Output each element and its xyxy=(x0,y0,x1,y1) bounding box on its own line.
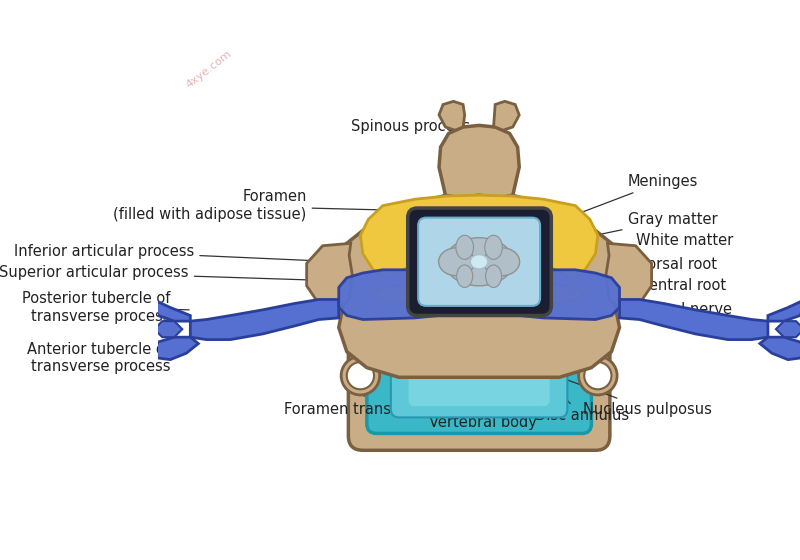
Ellipse shape xyxy=(445,237,514,286)
Circle shape xyxy=(341,356,380,395)
Ellipse shape xyxy=(438,248,474,276)
Text: Anterior tubercle of
transverse process: Anterior tubercle of transverse process xyxy=(27,342,189,374)
Polygon shape xyxy=(619,300,768,339)
Polygon shape xyxy=(154,302,190,321)
Ellipse shape xyxy=(457,265,473,287)
Polygon shape xyxy=(152,337,198,360)
Polygon shape xyxy=(494,101,519,130)
Text: Posterior tubercle of
transverse process: Posterior tubercle of transverse process xyxy=(22,291,189,324)
Ellipse shape xyxy=(456,235,474,259)
Text: Ventral root: Ventral root xyxy=(578,278,726,293)
FancyBboxPatch shape xyxy=(408,208,551,315)
Ellipse shape xyxy=(486,265,502,287)
FancyBboxPatch shape xyxy=(391,342,567,417)
Polygon shape xyxy=(338,270,619,320)
Polygon shape xyxy=(334,191,623,377)
Text: Foramen
(filled with adipose tissue): Foramen (filled with adipose tissue) xyxy=(114,189,432,222)
Text: White matter: White matter xyxy=(532,234,733,263)
Polygon shape xyxy=(154,321,182,337)
Ellipse shape xyxy=(470,255,488,269)
Polygon shape xyxy=(190,300,338,339)
Polygon shape xyxy=(360,195,598,279)
Polygon shape xyxy=(306,243,352,310)
Polygon shape xyxy=(760,337,800,360)
Polygon shape xyxy=(439,125,519,198)
Ellipse shape xyxy=(483,248,520,276)
Text: Spinous process: Spinous process xyxy=(351,119,480,138)
FancyBboxPatch shape xyxy=(418,218,540,306)
FancyBboxPatch shape xyxy=(348,309,610,450)
Text: Spinal nerve: Spinal nerve xyxy=(606,302,731,318)
Polygon shape xyxy=(606,243,651,310)
Text: Inferior articular process: Inferior articular process xyxy=(14,244,336,262)
Text: Dorsal root: Dorsal root xyxy=(569,258,717,278)
Text: Nucleus pulposus: Nucleus pulposus xyxy=(554,375,712,417)
Circle shape xyxy=(584,362,611,389)
FancyBboxPatch shape xyxy=(367,328,591,433)
Text: 4xye.com: 4xye.com xyxy=(184,49,233,91)
Circle shape xyxy=(346,362,374,389)
Polygon shape xyxy=(768,302,800,321)
Circle shape xyxy=(578,356,617,395)
Polygon shape xyxy=(375,283,583,307)
Text: Meninges: Meninges xyxy=(566,174,698,218)
Text: Gray matter: Gray matter xyxy=(510,212,717,253)
Polygon shape xyxy=(439,101,465,130)
Text: Superior articular process: Superior articular process xyxy=(0,265,340,281)
Text: Foramen transversium: Foramen transversium xyxy=(284,381,450,417)
Polygon shape xyxy=(776,321,800,337)
Text: Disc annulus: Disc annulus xyxy=(534,390,629,423)
FancyBboxPatch shape xyxy=(409,353,550,406)
Ellipse shape xyxy=(485,235,502,259)
Text: Vertebral body: Vertebral body xyxy=(429,394,537,430)
